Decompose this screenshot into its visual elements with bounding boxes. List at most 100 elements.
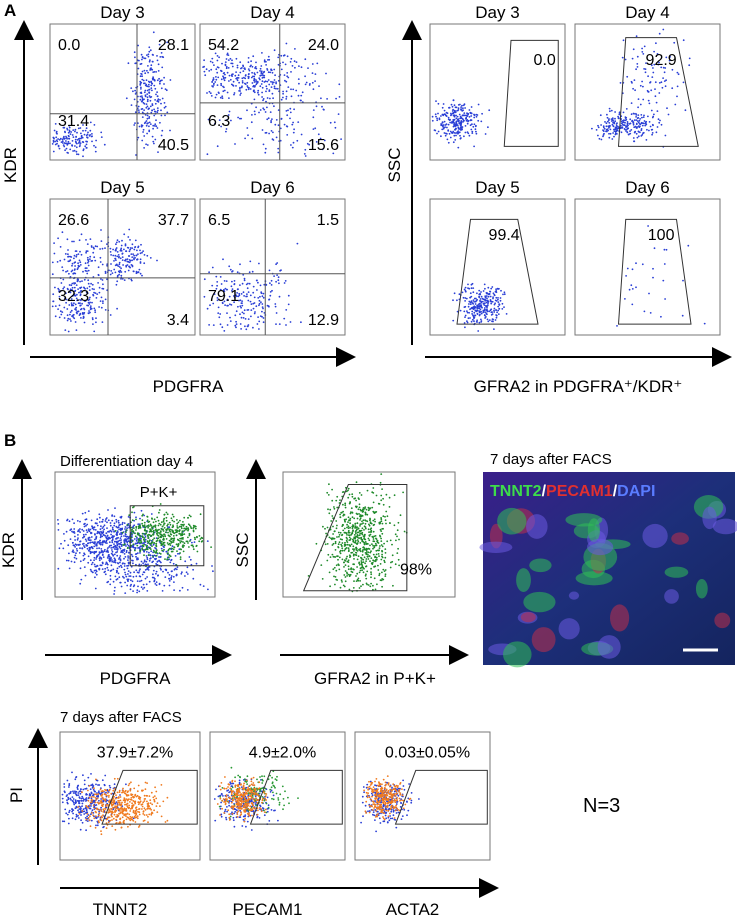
dot	[65, 559, 68, 562]
dot	[347, 521, 349, 523]
dot	[124, 592, 127, 594]
dot	[480, 304, 483, 307]
dot	[60, 141, 63, 144]
dot	[649, 125, 652, 128]
dot	[229, 316, 231, 319]
dot	[117, 265, 120, 267]
dot	[633, 79, 636, 81]
dot	[291, 123, 294, 126]
dot	[484, 287, 486, 290]
dot	[358, 548, 360, 551]
dot	[84, 129, 87, 132]
dot	[109, 583, 112, 586]
dot	[644, 71, 647, 74]
gate-label: P+K+	[140, 484, 178, 501]
dot	[240, 328, 243, 330]
dot	[118, 266, 121, 268]
dot	[364, 512, 367, 515]
dot	[98, 559, 101, 562]
dot	[111, 560, 114, 563]
dot	[268, 298, 270, 301]
dot	[53, 242, 55, 245]
dot	[211, 81, 214, 83]
dot	[99, 542, 102, 544]
dot	[106, 549, 109, 552]
dot	[89, 121, 92, 124]
dot	[625, 130, 627, 132]
cell	[587, 518, 601, 542]
dot	[188, 514, 191, 517]
dot	[89, 568, 92, 571]
dot	[245, 88, 248, 91]
gate	[503, 39, 559, 147]
dot	[597, 124, 599, 127]
dot	[658, 92, 661, 94]
dot	[343, 549, 346, 552]
dot	[58, 304, 61, 307]
dot	[337, 113, 340, 115]
dot	[647, 99, 650, 102]
dot	[70, 799, 72, 801]
dot	[346, 526, 348, 529]
dot	[100, 798, 102, 800]
dot	[266, 87, 268, 90]
dot	[362, 571, 365, 574]
dot	[141, 99, 144, 102]
dot	[85, 140, 87, 143]
dot	[127, 269, 130, 272]
dot	[346, 543, 349, 546]
dot	[361, 511, 364, 513]
dot	[66, 238, 69, 241]
dot	[65, 530, 68, 533]
dot	[269, 291, 272, 293]
dot	[372, 530, 375, 533]
dot	[377, 564, 379, 567]
dot	[131, 555, 134, 558]
dot	[617, 127, 620, 130]
dot	[250, 60, 253, 63]
dot	[168, 556, 170, 559]
quadrant-value: 0.0	[58, 37, 80, 54]
dot	[484, 311, 486, 314]
dot	[57, 138, 59, 140]
dot	[62, 126, 65, 129]
dot	[73, 302, 75, 305]
dot	[441, 121, 444, 124]
dot	[83, 553, 86, 556]
dot	[247, 299, 250, 302]
dot	[106, 521, 108, 524]
cell	[664, 566, 689, 578]
dot	[671, 68, 674, 71]
dot	[89, 255, 92, 258]
dot	[640, 135, 643, 137]
dot	[142, 583, 145, 586]
dot	[123, 541, 126, 544]
dot	[352, 545, 355, 548]
dot	[657, 63, 660, 66]
dot	[354, 554, 357, 556]
cell	[529, 558, 552, 573]
dot	[192, 568, 195, 571]
dot	[152, 555, 155, 558]
dot	[70, 790, 72, 793]
dot	[150, 84, 153, 87]
dot	[378, 549, 380, 552]
dot	[169, 530, 172, 533]
dot	[118, 273, 120, 276]
dot	[164, 531, 167, 534]
dot	[472, 287, 475, 289]
dot	[73, 556, 76, 559]
dot	[472, 314, 474, 317]
dot	[73, 317, 76, 320]
dot	[77, 534, 79, 536]
dot	[95, 565, 97, 568]
dot	[446, 126, 448, 129]
dot	[290, 57, 293, 60]
dot	[652, 67, 654, 69]
dot	[144, 114, 147, 116]
dot	[120, 535, 123, 538]
dot	[129, 239, 131, 241]
dot	[127, 564, 130, 567]
dot	[90, 519, 93, 522]
dot	[467, 283, 469, 286]
